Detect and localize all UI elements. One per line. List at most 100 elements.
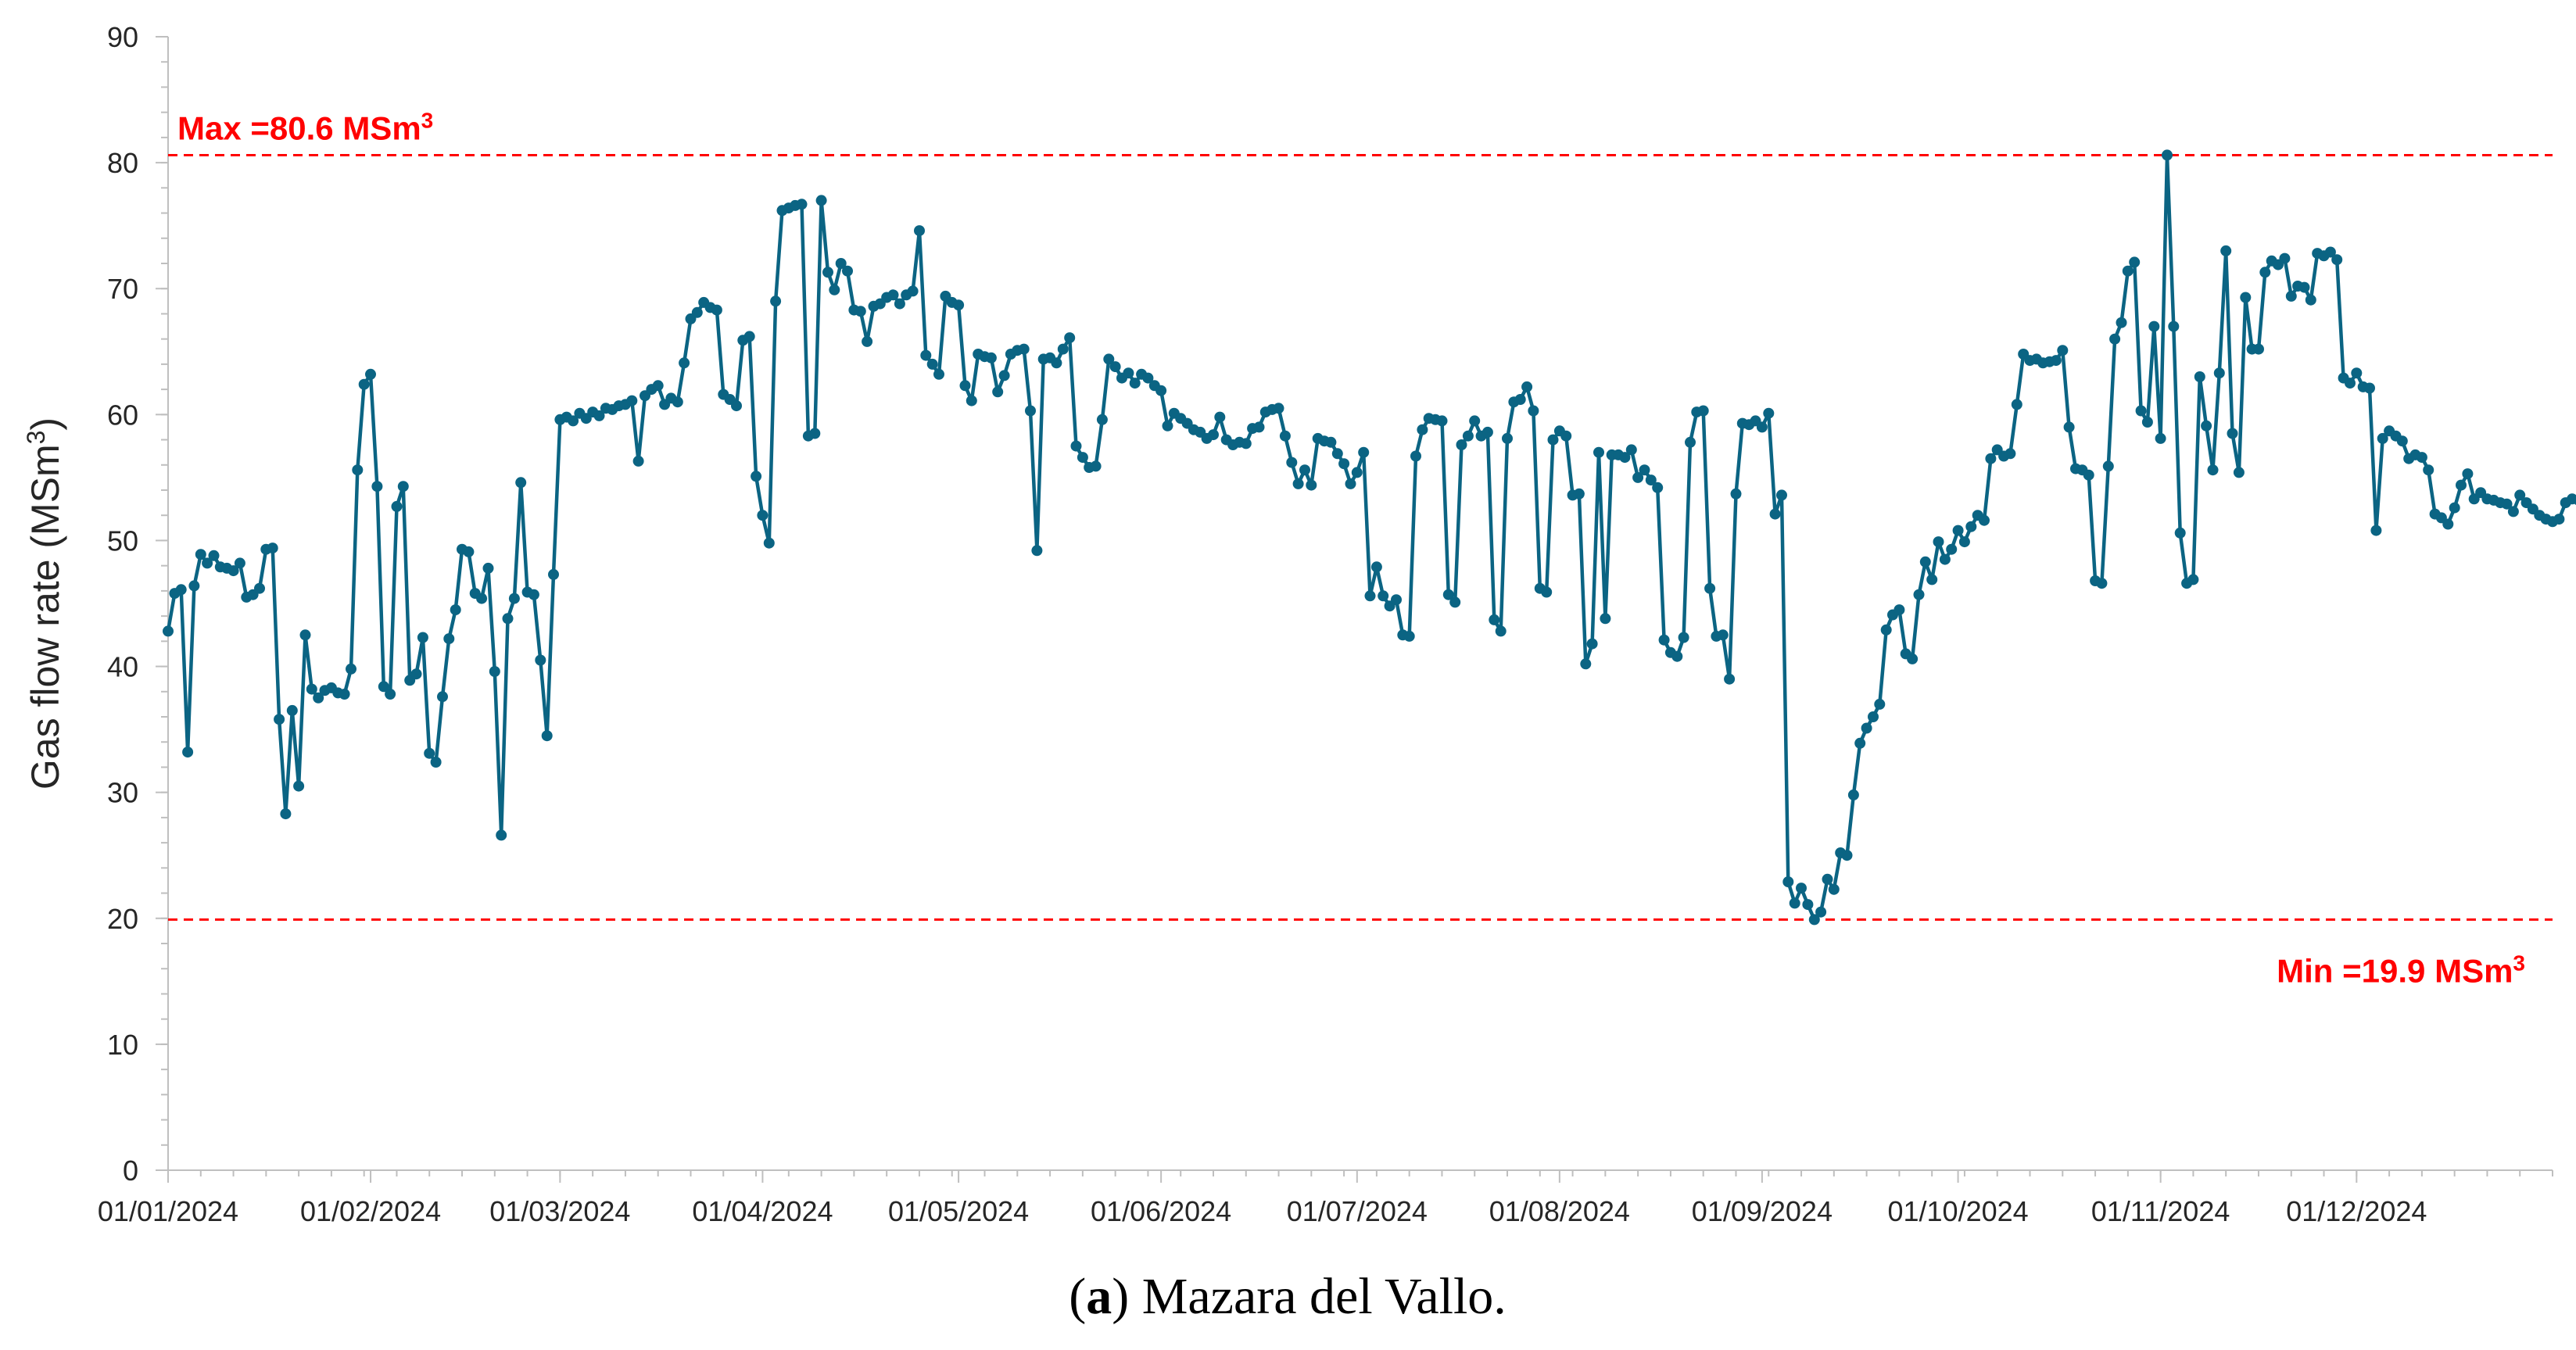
data-point-161 [1214,411,1226,423]
data-point-272 [1939,553,1951,565]
data-point-352 [2462,468,2474,480]
data-point-328 [2305,294,2316,306]
data-point-170 [1273,403,1284,414]
data-point-351 [2456,479,2467,491]
data-point-200 [1469,415,1481,427]
x-tick-label-01-05-2024: 01/05/2024 [888,1195,1029,1227]
data-point-305 [2155,432,2166,444]
data-point-217 [1580,658,1592,670]
data-point-31 [365,368,376,380]
data-point-224 [1625,444,1637,456]
data-point-214 [1560,430,1572,442]
data-point-183 [1358,446,1370,458]
data-point-38 [410,668,422,680]
data-point-251 [1802,899,1814,911]
data-point-263 [1880,624,1892,636]
data-point-104 [842,265,853,277]
data-point-310 [2187,574,2199,585]
data-point-14 [254,582,265,594]
data-point-324 [2279,252,2291,264]
data-point-212 [1547,434,1559,446]
data-point-180 [1338,458,1350,470]
data-point-245 [1763,407,1775,419]
data-point-244 [1756,421,1768,433]
data-point-318 [2240,292,2252,303]
data-point-0 [163,625,174,637]
data-point-320 [2253,343,2264,355]
y-axis: 0 10 20 30 40 50 60 70 80 90 [107,21,169,1187]
data-point-195 [1436,415,1448,427]
data-point-112 [894,298,905,310]
x-tick-label-01-07-2024: 01/07/2024 [1287,1195,1428,1227]
data-point-276 [1965,521,1977,532]
data-point-252 [1808,914,1820,926]
y-tick-label-80: 80 [107,147,138,179]
data-point-262 [1874,698,1886,710]
data-point-339 [2377,432,2388,444]
data-point-81 [691,306,703,318]
data-point-303 [2141,417,2153,428]
data-point-192 [1417,424,1428,435]
data-point-247 [1776,489,1787,501]
data-point-41 [430,757,442,768]
data-point-53 [508,593,520,604]
data-point-150 [1142,372,1154,384]
data-point-236 [1704,582,1716,594]
data-point-269 [1919,556,1931,568]
data-point-369 [2573,495,2576,506]
data-point-175 [1306,479,1317,491]
data-point-308 [2174,527,2186,539]
data-point-246 [1769,508,1781,520]
caption-close-paren: ) [1112,1268,1129,1325]
data-point-219 [1593,446,1604,458]
data-point-360 [2514,489,2526,501]
data-point-29 [352,464,364,476]
data-point-127 [992,386,1004,398]
data-point-58 [541,730,553,742]
data-point-132 [1025,405,1036,417]
data-point-17 [274,714,285,725]
data-point-84 [711,304,722,316]
data-point-171 [1279,430,1291,442]
data-point-51 [496,829,507,841]
data-point-48 [476,593,488,604]
data-point-304 [2148,320,2160,332]
data-point-289 [2050,355,2062,367]
data-point-338 [2370,525,2382,536]
data-point-18 [280,808,292,820]
data-point-5 [195,549,206,560]
data-point-291 [2063,421,2075,433]
data-point-334 [2345,378,2356,389]
data-point-349 [2442,518,2454,530]
data-point-301 [2129,256,2141,268]
data-point-296 [2096,578,2108,589]
data-point-314 [2213,367,2225,379]
data-point-325 [2285,290,2297,302]
data-point-32 [371,481,383,492]
data-point-173 [1292,478,1304,489]
data-series [163,149,2576,926]
data-point-216 [1573,488,1585,500]
x-tick-label-01-08-2024: 01/08/2024 [1489,1195,1630,1227]
data-point-93 [770,295,782,307]
x-tick-label-01-10-2024: 01/10/2024 [1887,1195,2028,1227]
data-point-78 [672,396,683,408]
data-point-270 [1926,574,1938,585]
series-line-0 [166,153,2576,922]
data-point-346 [2423,464,2434,476]
min-reference-label: Min =19.9 MSm3 [2277,951,2525,990]
data-point-28 [346,663,356,675]
data-point-312 [2201,420,2212,431]
data-point-342 [2396,435,2408,447]
x-axis: 01/01/2024 01/02/2024 01/03/2024 01/04/2024… [98,1169,2553,1227]
data-point-179 [1331,448,1343,460]
data-point-75 [652,380,664,392]
data-point-182 [1351,467,1363,478]
data-point-39 [417,632,428,643]
data-point-204 [1495,625,1507,637]
data-point-137 [1057,343,1069,355]
data-point-22 [306,683,317,695]
data-point-261 [1868,711,1879,722]
data-point-43 [443,633,455,645]
data-point-2 [175,584,187,596]
